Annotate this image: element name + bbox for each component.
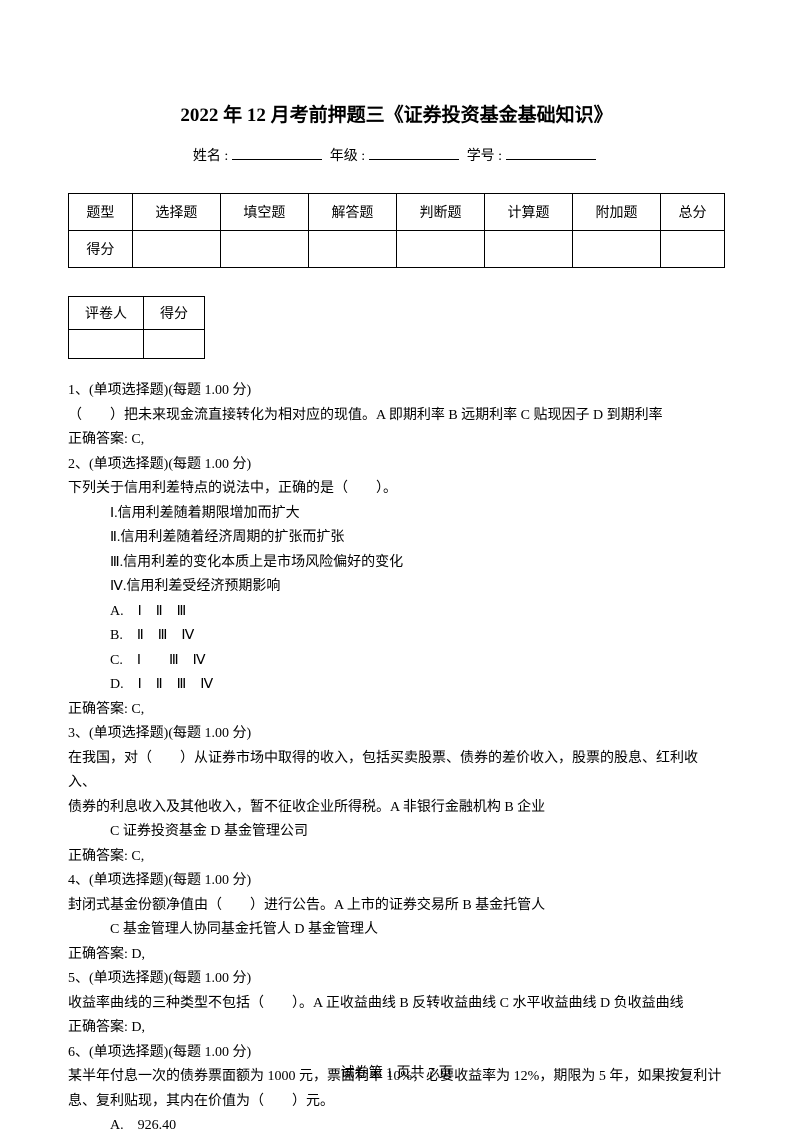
- header-cell: 计算题: [484, 194, 572, 231]
- question-header: 4、(单项选择题)(每题 1.00 分): [68, 869, 725, 894]
- id-label: 学号 :: [467, 149, 502, 164]
- empty-cell: [484, 231, 572, 268]
- table-row: 题型 选择题 填空题 解答题 判断题 计算题 附加题 总分: [69, 194, 725, 231]
- question-header: 1、(单项选择题)(每题 1.00 分): [68, 379, 725, 404]
- empty-cell: [573, 231, 661, 268]
- option: A. Ⅰ Ⅱ Ⅲ: [68, 600, 725, 625]
- grader-cell: 得分: [144, 297, 205, 330]
- answer: 正确答案: C,: [68, 428, 725, 453]
- option: C. Ⅰ Ⅲ Ⅳ: [68, 649, 725, 674]
- answer: 正确答案: C,: [68, 698, 725, 723]
- name-blank: [232, 159, 322, 160]
- question-header: 2、(单项选择题)(每题 1.00 分): [68, 453, 725, 478]
- option-item: Ⅲ.信用利差的变化本质上是市场风险偏好的变化: [68, 551, 725, 576]
- grader-cell: 评卷人: [69, 297, 144, 330]
- header-cell: 填空题: [220, 194, 308, 231]
- option-item: Ⅱ.信用利差随着经济周期的扩张而扩张: [68, 526, 725, 551]
- empty-cell: [308, 231, 396, 268]
- empty-cell: [396, 231, 484, 268]
- question-body: 下列关于信用利差特点的说法中，正确的是（ ）。: [68, 477, 725, 502]
- header-cell: 附加题: [573, 194, 661, 231]
- grade-label: 年级 :: [330, 149, 365, 164]
- empty-cell: [661, 231, 725, 268]
- question-body: 在我国，对（ ）从证券市场中取得的收入，包括买卖股票、债券的差价收入，股票的股息…: [68, 747, 725, 796]
- row-label-cell: 得分: [69, 231, 133, 268]
- question-header: 3、(单项选择题)(每题 1.00 分): [68, 722, 725, 747]
- header-cell: 判断题: [396, 194, 484, 231]
- empty-cell: [220, 231, 308, 268]
- answer: 正确答案: D,: [68, 1016, 725, 1041]
- table-row: 得分: [69, 231, 725, 268]
- grader-table: 评卷人 得分: [68, 296, 205, 359]
- question-body: 债券的利息收入及其他收入，暂不征收企业所得税。A 非银行金融机构 B 企业: [68, 796, 725, 821]
- question-header: 5、(单项选择题)(每题 1.00 分): [68, 967, 725, 992]
- score-table: 题型 选择题 填空题 解答题 判断题 计算题 附加题 总分 得分: [68, 193, 725, 268]
- header-cell: 题型: [69, 194, 133, 231]
- page-footer: 试卷第 1 页共 7 页: [0, 1062, 793, 1082]
- grade-blank: [369, 159, 459, 160]
- answer: 正确答案: C,: [68, 845, 725, 870]
- question-body: C 基金管理人协同基金托管人 D 基金管理人: [68, 918, 725, 943]
- question-body: C 证券投资基金 D 基金管理公司: [68, 820, 725, 845]
- question-body: 息、复利贴现，其内在价值为（ ）元。: [68, 1090, 725, 1115]
- question-body: 收益率曲线的三种类型不包括（ ）。A 正收益曲线 B 反转收益曲线 C 水平收益…: [68, 992, 725, 1017]
- option-item: Ⅳ.信用利差受经济预期影响: [68, 575, 725, 600]
- empty-cell: [132, 231, 220, 268]
- header-cell: 选择题: [132, 194, 220, 231]
- header-cell: 总分: [661, 194, 725, 231]
- empty-cell: [69, 330, 144, 359]
- answer: 正确答案: D,: [68, 943, 725, 968]
- option-item: Ⅰ.信用利差随着期限增加而扩大: [68, 502, 725, 527]
- option: D. Ⅰ Ⅱ Ⅲ Ⅳ: [68, 673, 725, 698]
- table-row: [69, 330, 205, 359]
- empty-cell: [144, 330, 205, 359]
- header-cell: 解答题: [308, 194, 396, 231]
- exam-content: 1、(单项选择题)(每题 1.00 分) （ ）把未来现金流直接转化为相对应的现…: [68, 379, 725, 1139]
- table-row: 评卷人 得分: [69, 297, 205, 330]
- question-body: （ ）把未来现金流直接转化为相对应的现值。A 即期利率 B 远期利率 C 贴现因…: [68, 404, 725, 429]
- question-body: 封闭式基金份额净值由（ ）进行公告。A 上市的证券交易所 B 基金托管人: [68, 894, 725, 919]
- student-info: 姓名 : 年级 : 学号 :: [68, 145, 725, 165]
- exam-title: 2022 年 12 月考前押题三《证券投资基金基础知识》: [68, 100, 725, 127]
- option: B. Ⅱ Ⅲ Ⅳ: [68, 624, 725, 649]
- id-blank: [506, 159, 596, 160]
- name-label: 姓名 :: [193, 149, 228, 164]
- option: A. 926.40: [68, 1114, 725, 1139]
